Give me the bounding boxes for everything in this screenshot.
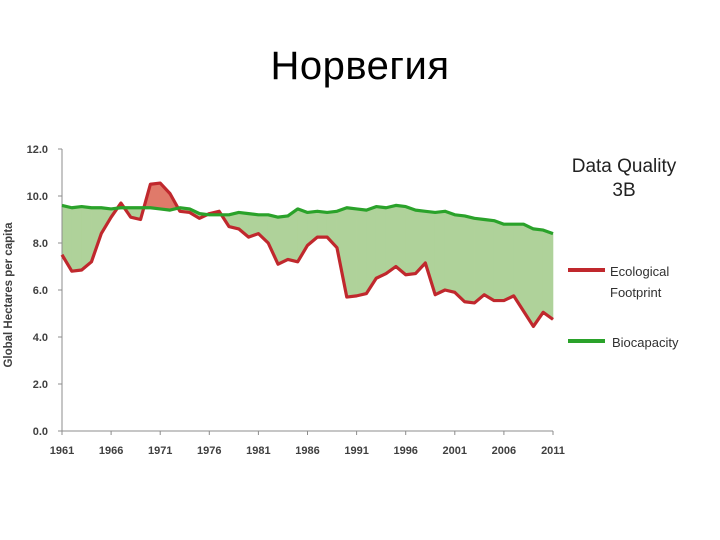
biocapacity-line (61, 203, 554, 236)
y-tick-label: 6.0 (33, 285, 48, 297)
reserve-area (71, 206, 82, 272)
reserve-area (277, 215, 289, 265)
tick-labels: 0.0 2.0 4.0 6.0 8.0 10.0 12.0 1961 1966 1971 1976 1… (27, 144, 565, 457)
reserve-area (317, 210, 328, 238)
y-tick-label: 4.0 (33, 332, 48, 344)
y-tick-label: 2.0 (33, 379, 48, 391)
reserve-area (356, 208, 367, 297)
legend: Ecological Footprint Biocapacity (568, 264, 679, 350)
series-lines (60, 181, 554, 329)
slide-title: Норвегия (270, 44, 450, 88)
area-fills (61, 182, 554, 328)
y-tick-label: 12.0 (27, 144, 48, 156)
x-tick-label: 1981 (246, 445, 270, 457)
deficit-area (150, 182, 161, 210)
reserve-area (464, 215, 475, 304)
reserve-area (503, 223, 515, 302)
y-tick-label: 10.0 (27, 191, 48, 203)
reserve-area (444, 210, 456, 293)
reserve-area (434, 210, 446, 296)
reserve-area (405, 206, 416, 276)
reserve-area (474, 217, 485, 304)
x-tick-label: 2011 (541, 445, 565, 457)
legend-label-footprint-1: Ecological (610, 264, 669, 279)
legend-label-biocapacity: Biocapacity (612, 335, 679, 350)
x-tick-label: 1986 (295, 445, 319, 457)
y-tick-label: 0.0 (33, 426, 48, 438)
x-tick-label: 1991 (344, 445, 368, 457)
x-tick-label: 1966 (99, 445, 123, 457)
reserve-area (375, 206, 387, 279)
reserve-area (493, 220, 505, 301)
reserve-area (395, 205, 407, 276)
x-tick-label: 1961 (50, 445, 74, 457)
reserve-area (542, 229, 554, 320)
legend-label-footprint-2: Footprint (610, 285, 662, 300)
x-tick-label: 1996 (393, 445, 417, 457)
reserve-area (385, 205, 397, 275)
x-tick-label: 1971 (148, 445, 172, 457)
x-tick-label: 1976 (197, 445, 221, 457)
reserve-area (346, 207, 357, 298)
x-tick-label: 2006 (492, 445, 516, 457)
data-quality-label: Data Quality (572, 156, 677, 177)
reserve-area (483, 219, 495, 302)
y-axis-label: Global Hectares per capita (3, 222, 15, 368)
reserve-area (454, 214, 465, 303)
reserve-area (81, 206, 92, 271)
x-tick-label: 2001 (443, 445, 467, 457)
data-quality-value: 3B (612, 180, 635, 201)
y-tick-label: 8.0 (33, 238, 48, 250)
